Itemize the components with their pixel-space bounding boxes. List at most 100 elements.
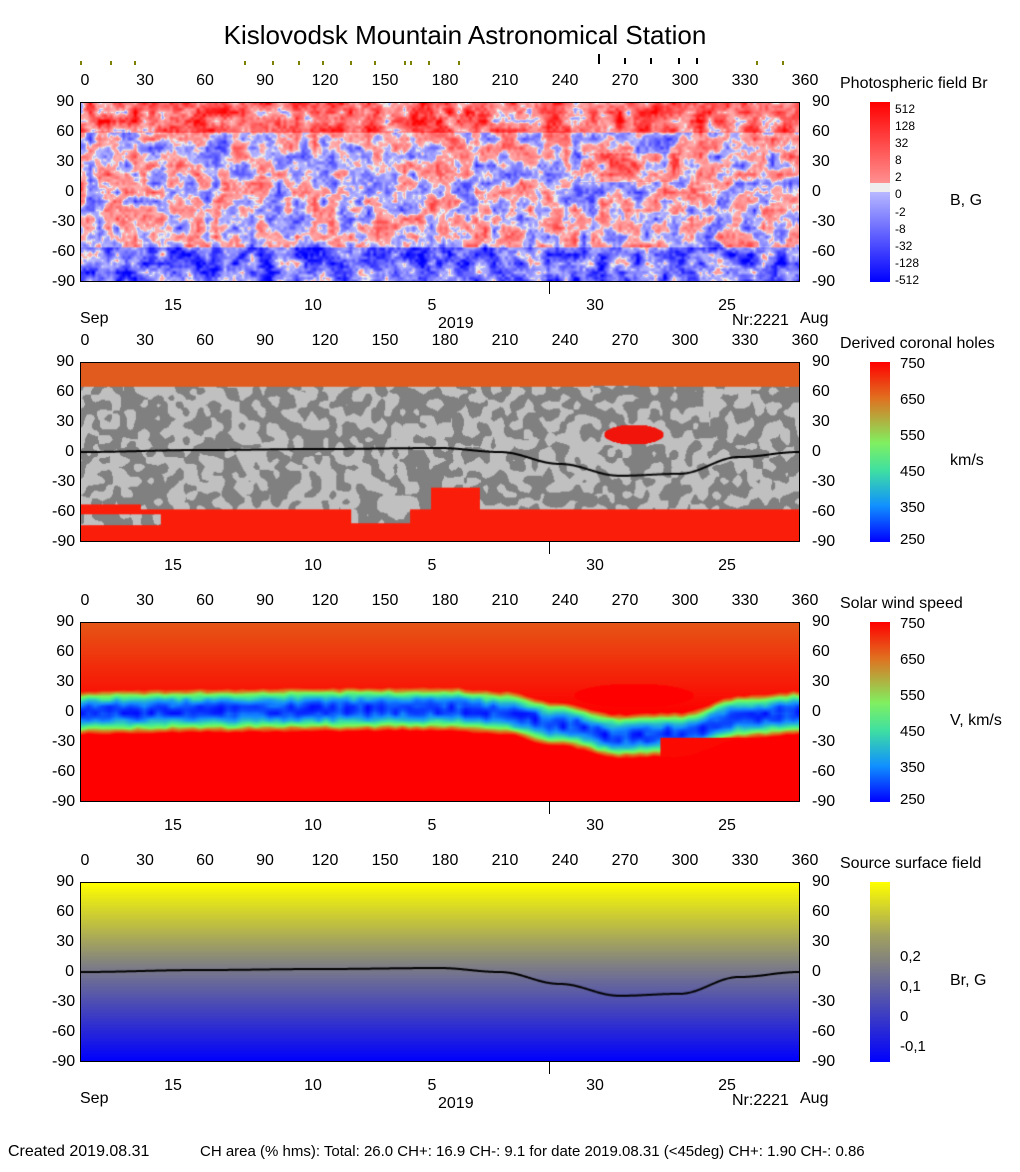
p2-colorbar-title: Solar wind speed xyxy=(840,595,963,612)
longitude-tick-label: 270 xyxy=(611,332,639,349)
longitude-tick-label: 240 xyxy=(551,332,579,349)
date-tick-label: 15 xyxy=(164,557,182,574)
olive-longitude-marker xyxy=(458,61,460,65)
latitude-tick-left: -60 xyxy=(52,1023,76,1040)
longitude-tick-label: 210 xyxy=(491,852,519,869)
latitude-tick-right: -60 xyxy=(812,763,836,780)
year-label: 2019 xyxy=(438,1095,474,1112)
latitude-tick-left: 30 xyxy=(56,673,74,690)
latitude-tick-right: 0 xyxy=(812,443,821,460)
longitude-tick-label: 30 xyxy=(136,72,154,89)
p0-colorbar xyxy=(870,102,890,282)
olive-longitude-marker xyxy=(374,61,376,65)
latitude-tick-right: 90 xyxy=(812,353,830,370)
longitude-tick-label: 210 xyxy=(491,592,519,609)
black-longitude-marker xyxy=(650,58,652,64)
latitude-tick-right: 30 xyxy=(812,153,830,170)
month-left-label: Sep xyxy=(80,310,109,327)
longitude-tick-label: 150 xyxy=(371,72,399,89)
date-tick-label: 5 xyxy=(427,817,437,834)
latitude-tick-left: -90 xyxy=(52,273,76,290)
longitude-tick-label: 240 xyxy=(551,852,579,869)
date-tick-label: 25 xyxy=(718,1077,736,1094)
p0-colorbar-label: 8 xyxy=(895,153,902,167)
longitude-tick-label: 90 xyxy=(256,852,274,869)
p1-colorbar-label: 650 xyxy=(900,391,926,408)
p2-plot-area xyxy=(80,622,800,802)
latitude-tick-left: 90 xyxy=(56,613,74,630)
longitude-tick-label: 0 xyxy=(80,852,90,869)
olive-longitude-marker xyxy=(110,61,112,65)
longitude-tick-label: 240 xyxy=(551,592,579,609)
rotation-number: Nr:2221 xyxy=(732,1092,789,1109)
longitude-tick-label: 300 xyxy=(671,332,699,349)
latitude-tick-right: -60 xyxy=(812,1023,836,1040)
p1-plot-area xyxy=(80,362,800,542)
latitude-tick-right: 0 xyxy=(812,183,821,200)
latitude-tick-left: 0 xyxy=(65,443,74,460)
p0-colorbar-label: -128 xyxy=(895,256,920,270)
p3-colorbar-label: 0,1 xyxy=(900,978,921,995)
p3-plot-area xyxy=(80,882,800,1062)
latitude-tick-right: -90 xyxy=(812,533,836,550)
olive-longitude-marker xyxy=(428,61,430,65)
longitude-tick-label: 120 xyxy=(311,852,339,869)
month-boundary-tick xyxy=(549,542,550,554)
longitude-tick-label: 300 xyxy=(671,592,699,609)
date-tick-label: 15 xyxy=(164,1077,182,1094)
p1-colorbar-label: 450 xyxy=(900,463,926,480)
p1-colorbar-label: 550 xyxy=(900,427,926,444)
olive-longitude-marker xyxy=(350,61,352,65)
p3-colorbar-label: -0,1 xyxy=(900,1038,926,1055)
date-tick-label: 10 xyxy=(304,817,322,834)
date-tick-label: 5 xyxy=(427,557,437,574)
longitude-tick-label: 360 xyxy=(791,852,819,869)
olive-longitude-marker xyxy=(272,61,274,65)
p0-colorbar-label: 512 xyxy=(895,102,916,116)
latitude-tick-right: 90 xyxy=(812,873,830,890)
longitude-tick-label: 120 xyxy=(311,72,339,89)
olive-longitude-marker xyxy=(410,61,412,65)
black-longitude-marker xyxy=(696,58,698,64)
p3-colorbar-title: Source surface field xyxy=(840,855,982,872)
latitude-tick-left: -30 xyxy=(52,473,76,490)
latitude-tick-right: 60 xyxy=(812,123,830,140)
longitude-tick-label: 150 xyxy=(371,332,399,349)
longitude-tick-label: 360 xyxy=(791,332,819,349)
p1-colorbar xyxy=(870,362,890,542)
p2-colorbar-label: 250 xyxy=(900,791,926,808)
latitude-tick-right: -60 xyxy=(812,243,836,260)
p0-colorbar-label: -2 xyxy=(895,205,906,219)
longitude-tick-label: 60 xyxy=(196,72,214,89)
olive-longitude-marker xyxy=(782,61,784,65)
latitude-tick-right: 90 xyxy=(812,93,830,110)
month-right-label: Aug xyxy=(800,1090,829,1107)
latitude-tick-left: -90 xyxy=(52,793,76,810)
latitude-tick-right: -60 xyxy=(812,503,836,520)
latitude-tick-left: -30 xyxy=(52,213,76,230)
month-boundary-tick xyxy=(549,802,550,814)
olive-longitude-marker xyxy=(80,61,82,65)
longitude-tick-label: 90 xyxy=(256,332,274,349)
latitude-tick-left: -30 xyxy=(52,993,76,1010)
p0-colorbar-label: -8 xyxy=(895,222,906,236)
longitude-tick-label: 330 xyxy=(731,332,759,349)
p1-colorbar-label: 350 xyxy=(900,499,926,516)
rotation-number: Nr:2221 xyxy=(732,312,789,329)
p1-unit-label: km/s xyxy=(950,452,984,469)
latitude-tick-right: -90 xyxy=(812,1053,836,1070)
longitude-tick-label: 300 xyxy=(671,852,699,869)
longitude-tick-label: 0 xyxy=(80,72,90,89)
longitude-tick-label: 120 xyxy=(311,592,339,609)
latitude-tick-right: 90 xyxy=(812,613,830,630)
longitude-tick-label: 120 xyxy=(311,332,339,349)
longitude-tick-label: 330 xyxy=(731,72,759,89)
month-left-label: Sep xyxy=(80,1090,109,1107)
latitude-tick-right: -90 xyxy=(812,793,836,810)
latitude-tick-right: -30 xyxy=(812,993,836,1010)
p0-colorbar-title: Photospheric field Br xyxy=(840,75,988,92)
black-longitude-marker xyxy=(624,58,626,64)
p2-colorbar xyxy=(870,622,890,802)
p3-colorbar xyxy=(870,882,890,1062)
